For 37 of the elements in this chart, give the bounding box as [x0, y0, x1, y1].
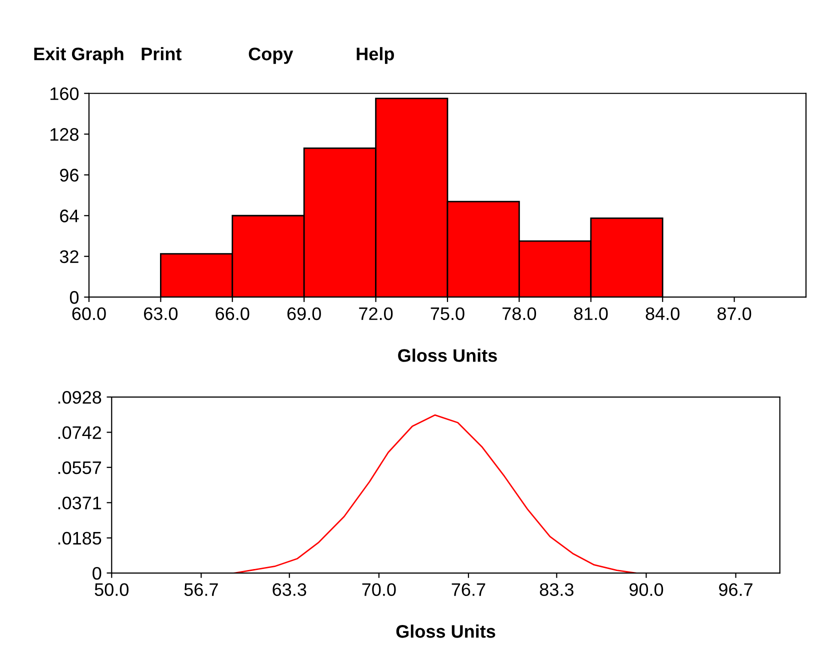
y-tick-label: .0928 [58, 390, 102, 404]
y-tick-label: .0742 [58, 426, 102, 440]
x-tick-label: 96.7 [719, 583, 752, 596]
y-tick-label: 128 [50, 128, 78, 141]
x-tick-label: 56.7 [184, 583, 218, 596]
x-tick-label: 87.0 [718, 307, 752, 320]
x-tick-label: 66.0 [216, 307, 250, 320]
text: Print [142, 47, 182, 60]
x-tick-label: 76.7 [452, 583, 486, 596]
y-tick-label: 32 [60, 250, 78, 264]
x-axis-title: Gloss Units [398, 348, 497, 362]
x-tick-label: 70.0 [362, 583, 396, 596]
x-tick-label: 72.0 [359, 307, 393, 320]
text: Copy [248, 48, 294, 64]
x-tick-label: 90.0 [629, 583, 664, 596]
y-tick-label: .0185 [58, 532, 102, 545]
y-tick-label: 0 [70, 291, 79, 304]
x-tick-label: 50.0 [94, 583, 129, 596]
y-tick-label: .0371 [58, 496, 102, 510]
y-tick-label: .0557 [58, 461, 102, 474]
x-axis-title: Gloss Units [396, 624, 496, 638]
x-tick-label: 83.3 [540, 583, 574, 596]
x-tick-label: 63.3 [272, 583, 306, 596]
y-tick-label: 64 [60, 210, 79, 222]
x-tick-label: 60.0 [72, 307, 106, 320]
y-tick-label: 160 [50, 87, 79, 100]
x-tick-label: 63.0 [144, 307, 178, 320]
y-tick-label: 0 [92, 566, 102, 580]
x-tick-label: 69.0 [287, 307, 321, 320]
text: Help [356, 47, 394, 64]
text: Exit Graph [34, 47, 124, 64]
x-tick-label: 84.0 [646, 307, 680, 320]
y-tick-label: 96 [60, 168, 78, 182]
x-tick-label: 78.0 [502, 307, 536, 320]
x-tick-label: 81.0 [574, 307, 608, 320]
x-tick-label: 75.0 [430, 307, 464, 320]
line-series [234, 414, 636, 574]
